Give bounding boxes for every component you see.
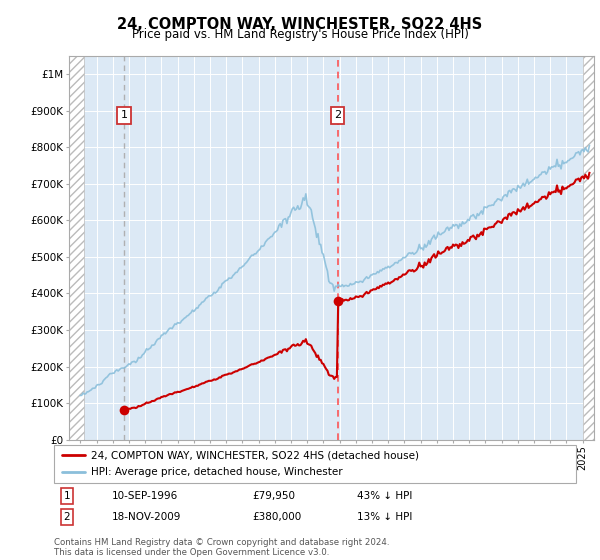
- Text: £79,950: £79,950: [253, 491, 295, 501]
- Text: 24, COMPTON WAY, WINCHESTER, SO22 4HS (detached house): 24, COMPTON WAY, WINCHESTER, SO22 4HS (d…: [91, 450, 419, 460]
- Bar: [69, 56, 83, 440]
- Text: Price paid vs. HM Land Registry's House Price Index (HPI): Price paid vs. HM Land Registry's House …: [131, 28, 469, 41]
- Text: £380,000: £380,000: [253, 512, 302, 522]
- Text: 10-SEP-1996: 10-SEP-1996: [112, 491, 178, 501]
- Text: 2: 2: [64, 512, 70, 522]
- Text: Contains HM Land Registry data © Crown copyright and database right 2024.
This d: Contains HM Land Registry data © Crown c…: [54, 538, 389, 557]
- Text: 1: 1: [64, 491, 70, 501]
- Text: 43% ↓ HPI: 43% ↓ HPI: [357, 491, 412, 501]
- Text: 1: 1: [121, 110, 128, 120]
- Text: 13% ↓ HPI: 13% ↓ HPI: [357, 512, 412, 522]
- Bar: [583, 56, 594, 440]
- Text: HPI: Average price, detached house, Winchester: HPI: Average price, detached house, Winc…: [91, 467, 342, 477]
- Text: 24, COMPTON WAY, WINCHESTER, SO22 4HS: 24, COMPTON WAY, WINCHESTER, SO22 4HS: [118, 17, 482, 32]
- Text: 2: 2: [334, 110, 341, 120]
- Text: 18-NOV-2009: 18-NOV-2009: [112, 512, 181, 522]
